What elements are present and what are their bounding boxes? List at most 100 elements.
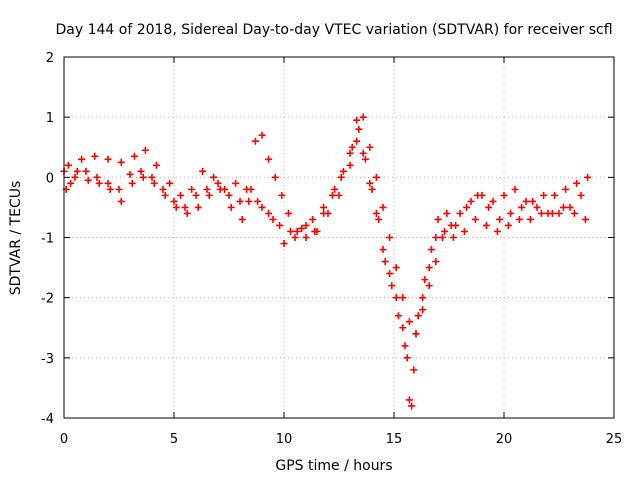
data-point: [449, 234, 457, 241]
data-point: [463, 203, 471, 211]
data-point: [401, 342, 409, 350]
data-point: [78, 155, 86, 163]
data-point: [379, 246, 387, 254]
data-point: [251, 137, 259, 145]
data-point: [291, 234, 299, 241]
data-point: [302, 234, 310, 241]
data-point: [522, 197, 530, 205]
y-tick-label: 2: [46, 51, 54, 66]
data-point: [320, 203, 328, 211]
data-point: [425, 264, 433, 272]
data-point: [148, 173, 156, 181]
data-point: [126, 170, 134, 178]
x-tick-label: 15: [386, 432, 403, 447]
data-point: [104, 155, 112, 163]
data-point: [471, 215, 479, 223]
data-point: [573, 179, 581, 187]
data-point: [348, 143, 356, 151]
data-point: [311, 227, 319, 235]
data-point: [507, 209, 515, 217]
data-point: [419, 306, 427, 314]
data-point: [394, 312, 402, 320]
data-point: [265, 209, 273, 217]
data-point: [529, 197, 537, 205]
data-point: [91, 152, 99, 160]
data-point: [284, 209, 292, 217]
data-point: [581, 215, 589, 223]
data-point: [73, 167, 81, 175]
y-tick-label: 0: [46, 171, 54, 186]
data-point: [559, 203, 567, 211]
y-tick-label: -4: [41, 412, 54, 427]
x-tick-label: 10: [276, 432, 293, 447]
data-point: [271, 173, 279, 181]
data-point: [170, 197, 178, 205]
data-point: [511, 185, 519, 193]
data-point: [361, 155, 369, 163]
data-point: [172, 203, 180, 211]
grid: [64, 57, 614, 418]
data-point: [328, 191, 336, 199]
data-point: [258, 131, 266, 139]
data-point: [427, 246, 435, 254]
data-point: [82, 167, 90, 175]
data-point: [152, 161, 160, 169]
data-point: [441, 227, 449, 235]
data-point: [276, 221, 284, 229]
data-point: [331, 185, 339, 193]
data-point: [493, 227, 501, 235]
data-point: [320, 209, 328, 217]
data-point: [280, 240, 288, 248]
data-point: [388, 282, 396, 290]
data-point: [366, 143, 374, 151]
data-point: [405, 396, 413, 404]
data-point: [359, 149, 367, 157]
data-point: [188, 185, 196, 193]
data-point: [265, 155, 273, 163]
data-point: [232, 179, 240, 187]
data-point: [403, 354, 411, 362]
data-point: [247, 185, 255, 193]
data-point: [584, 173, 592, 181]
data-point: [562, 185, 570, 193]
x-axis-label: GPS time / hours: [275, 458, 392, 474]
data-point: [181, 203, 189, 211]
data-point: [337, 173, 345, 181]
data-point: [225, 191, 233, 199]
data-point: [555, 209, 563, 217]
data-point: [214, 179, 222, 187]
plot-frame: [63, 56, 615, 419]
data-point: [269, 215, 277, 223]
data-point: [496, 215, 504, 223]
x-tick-label: 25: [606, 432, 623, 447]
data-point: [482, 221, 490, 229]
data-point: [106, 185, 114, 193]
data-point: [399, 324, 407, 332]
data-point: [177, 191, 185, 199]
data-point: [298, 224, 306, 232]
data-point: [227, 203, 235, 211]
data-point: [104, 179, 112, 187]
data-point: [438, 234, 446, 241]
data-point: [399, 294, 407, 302]
data-point: [258, 203, 266, 211]
data-point: [84, 176, 92, 184]
data-point: [245, 197, 253, 205]
data-point: [194, 203, 202, 211]
x-tick-label: 5: [170, 432, 178, 447]
data-point: [540, 191, 548, 199]
chart-title: Day 144 of 2018, Sidereal Day-to-day VTE…: [55, 22, 612, 38]
data-point: [368, 185, 376, 193]
data-point: [410, 366, 418, 374]
data-point: [302, 221, 310, 229]
data-point: [183, 209, 191, 217]
data-point: [447, 221, 455, 229]
data-point: [293, 227, 301, 235]
data-point: [161, 191, 169, 199]
data-point: [460, 227, 468, 235]
x-tick-label: 0: [60, 432, 68, 447]
data-point: [421, 276, 429, 284]
data-point: [372, 209, 380, 217]
data-point: [203, 185, 211, 193]
data-point: [467, 197, 475, 205]
